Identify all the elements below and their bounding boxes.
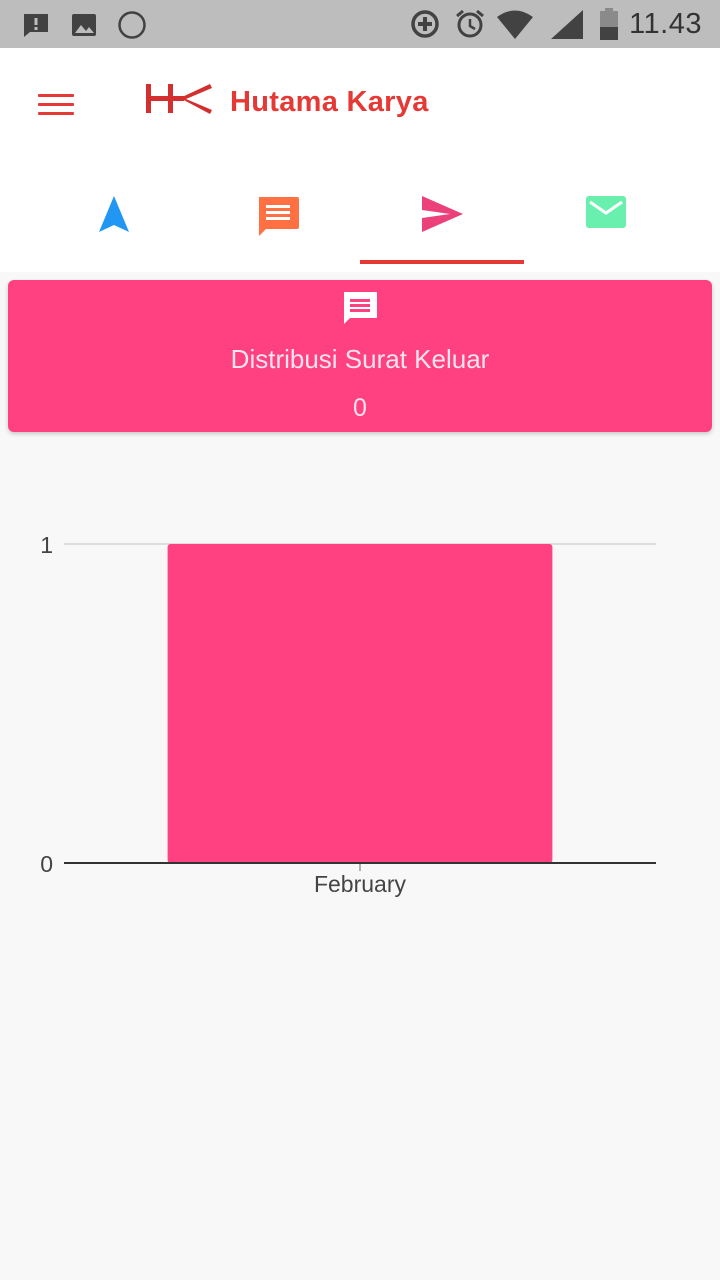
summary-card: Distribusi Surat Keluar 0 bbox=[8, 280, 712, 432]
menu-button[interactable] bbox=[30, 86, 82, 124]
bar-chart: 0 1 February bbox=[40, 532, 656, 897]
brand-title: Hutama Karya bbox=[230, 86, 429, 118]
hamburger-menu-icon bbox=[38, 94, 74, 97]
tab-messages[interactable] bbox=[196, 176, 360, 266]
tab-navigation[interactable] bbox=[32, 176, 196, 266]
card-title: Distribusi Surat Keluar bbox=[230, 344, 490, 374]
wifi-icon bbox=[497, 10, 533, 39]
bar bbox=[167, 544, 553, 863]
data-saver-icon bbox=[411, 10, 439, 38]
chat-message-icon bbox=[344, 292, 377, 324]
x-tick-label: February bbox=[314, 871, 407, 897]
image-icon bbox=[72, 14, 96, 36]
tab-indicator bbox=[360, 260, 524, 264]
card-count: 0 bbox=[353, 394, 367, 422]
chat-message-icon bbox=[259, 197, 299, 236]
mail-icon bbox=[586, 196, 626, 228]
tab-inbox[interactable] bbox=[524, 176, 688, 266]
y-tick-label: 1 bbox=[40, 532, 53, 558]
circle-icon bbox=[118, 11, 146, 39]
navigation-arrow-icon bbox=[99, 196, 129, 232]
status-time: 11.43 bbox=[629, 8, 702, 40]
hk-logo bbox=[146, 84, 212, 114]
tab-outgoing[interactable] bbox=[360, 176, 524, 266]
signal-icon bbox=[551, 10, 583, 39]
app-bar: Hutama Karya bbox=[0, 48, 720, 272]
alert-message-icon bbox=[24, 14, 48, 37]
send-icon bbox=[422, 196, 463, 232]
y-tick-label: 0 bbox=[40, 851, 53, 877]
status-bar: 11.43 bbox=[0, 0, 720, 48]
alarm-icon bbox=[456, 9, 484, 38]
battery-icon bbox=[600, 8, 618, 40]
tab-bar bbox=[0, 176, 720, 266]
